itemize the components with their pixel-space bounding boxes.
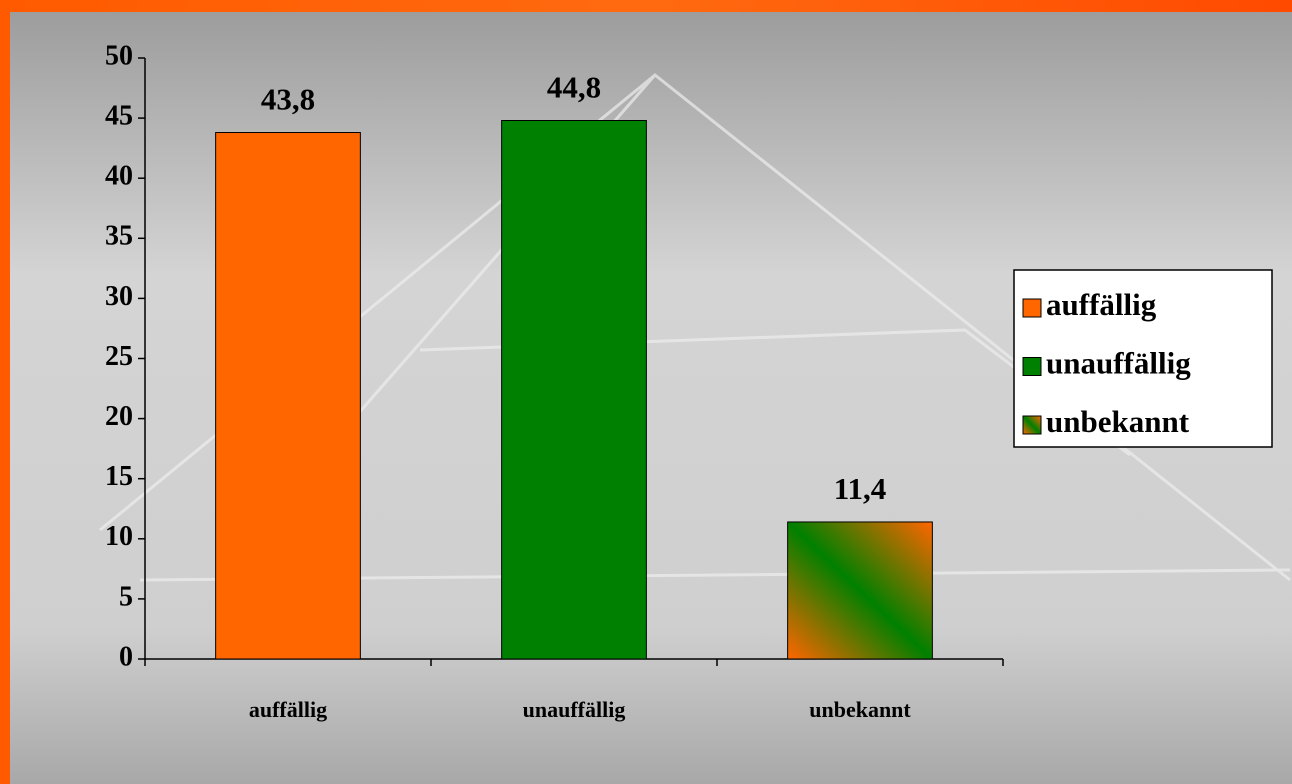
frame-top bbox=[0, 0, 1292, 12]
y-tick-label: 40 bbox=[105, 161, 133, 192]
y-tick-label: 30 bbox=[105, 281, 133, 312]
x-tick-label: unbekannt bbox=[809, 697, 911, 722]
legend-swatch bbox=[1022, 357, 1042, 376]
bar bbox=[787, 521, 933, 660]
legend-swatch bbox=[1022, 415, 1042, 435]
x-tick-label: unauffällig bbox=[523, 697, 626, 722]
legend-label: unbekannt bbox=[1046, 404, 1190, 439]
y-tick-label: 25 bbox=[105, 341, 133, 372]
y-tick-label: 20 bbox=[105, 401, 133, 432]
y-tick-label: 5 bbox=[119, 581, 133, 612]
legend-box bbox=[1013, 269, 1273, 448]
y-tick-label: 10 bbox=[105, 521, 133, 552]
value-label: 43,8 bbox=[261, 82, 315, 117]
bar bbox=[501, 120, 647, 660]
y-tick-label: 50 bbox=[105, 40, 133, 71]
bar bbox=[215, 132, 361, 660]
y-tick-label: 45 bbox=[105, 101, 133, 132]
x-tick-label: auffällig bbox=[249, 697, 327, 722]
y-tick-label: 0 bbox=[119, 641, 133, 672]
value-label: 11,4 bbox=[834, 471, 887, 506]
frame-left bbox=[0, 0, 10, 784]
y-tick-label: 15 bbox=[105, 461, 133, 492]
legend-label: auffällig bbox=[1046, 287, 1157, 322]
y-tick-label: 35 bbox=[105, 221, 133, 252]
legend-label: unauffällig bbox=[1046, 346, 1191, 381]
legend-swatch bbox=[1022, 298, 1042, 318]
value-label: 44,8 bbox=[547, 70, 601, 105]
